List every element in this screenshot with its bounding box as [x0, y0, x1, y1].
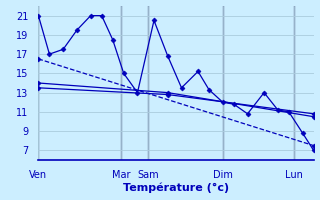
- X-axis label: Température (°c): Température (°c): [123, 183, 229, 193]
